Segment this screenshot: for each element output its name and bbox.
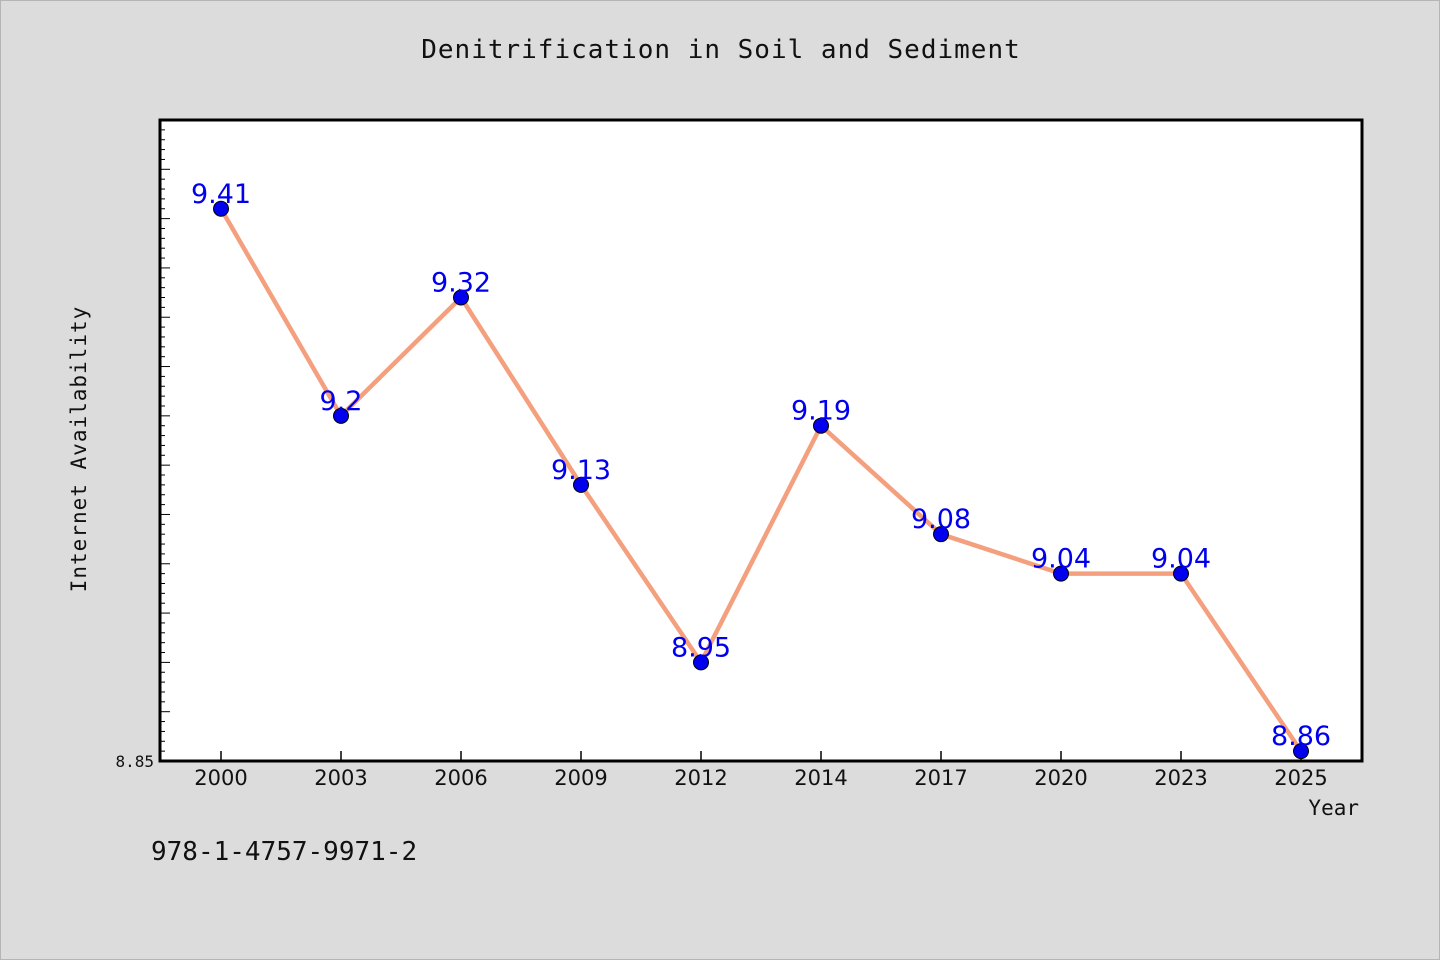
data-label: 8.95 [671,632,731,663]
chart-title: Denitrification in Soil and Sediment [421,35,1021,65]
data-point [453,289,469,306]
x-axis-ticks: 2000 2003 2006 2009 2012 2014 2017 2020 2023 2025 [194,751,1328,790]
data-point [1173,565,1189,582]
data-label: 8.86 [1271,721,1331,752]
data-point [693,654,709,671]
x-axis-label: Year [1308,796,1359,820]
x-tick-label: 2006 [434,766,487,790]
x-tick-label: 2020 [1034,766,1087,790]
data-point [1053,565,1069,582]
x-tick-label: 2025 [1274,766,1327,790]
data-label: 9.32 [431,268,491,299]
footer-code: 978-1-4757-9971-2 [151,837,418,867]
series-line [219,207,1303,753]
data-point [933,526,949,543]
data-label: 9.19 [791,396,851,427]
data-label: 9.04 [1031,544,1091,575]
data-point [573,476,589,493]
data-label: 9.13 [551,455,611,486]
x-tick-label: 2000 [194,766,247,790]
data-label: 9.04 [1151,544,1211,575]
data-point [213,200,229,217]
x-tick-label: 2003 [314,766,367,790]
x-tick-label: 2009 [554,766,607,790]
plot-area [158,118,1364,763]
data-label: 9.41 [191,179,251,210]
y-tick-label: 8.85 [115,752,154,771]
data-point [1293,743,1309,760]
y-axis-ticks: 8.85 [115,129,170,771]
x-tick-label: 2012 [674,766,727,790]
data-point [333,407,349,424]
data-labels: 9.41 9.2 9.32 9.13 8.95 9.19 9.08 9.04 9.04 8.86 [191,179,1331,752]
data-label: 9.08 [911,504,971,535]
x-tick-label: 2017 [914,766,967,790]
data-point [813,417,829,434]
x-tick-label: 2014 [794,766,847,790]
data-label: 9.2 [320,386,363,417]
x-tick-label: 2023 [1154,766,1207,790]
series-markers [213,200,1309,760]
